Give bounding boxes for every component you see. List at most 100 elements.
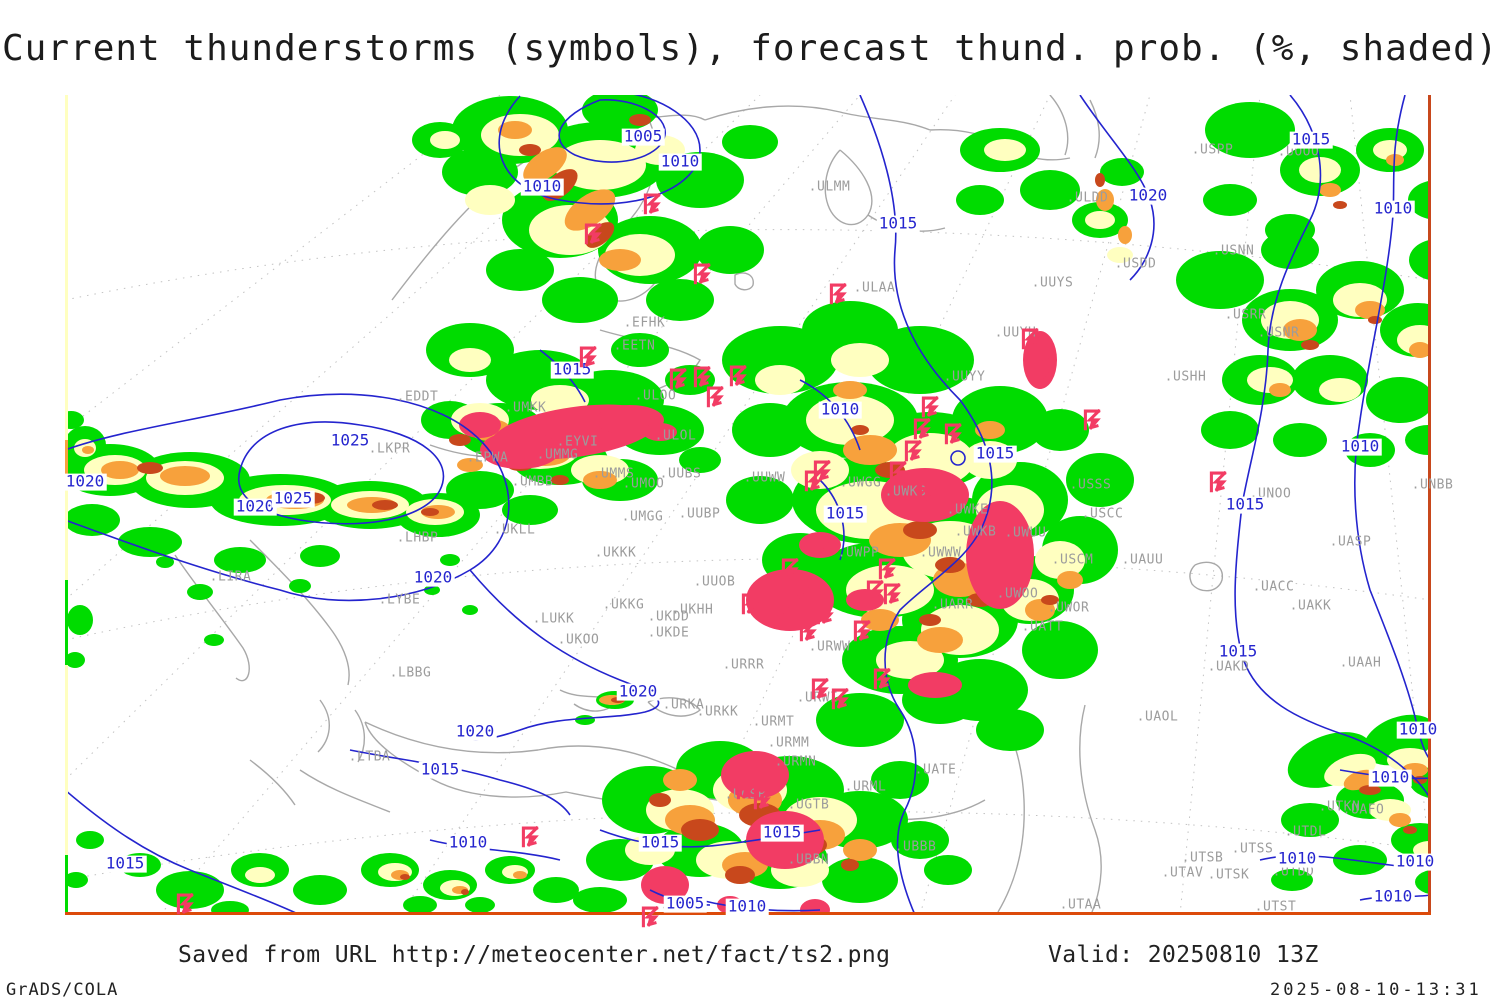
- pressure-label: 1010: [1338, 436, 1382, 456]
- probability-shading-blob: [919, 614, 941, 626]
- thunderstorm-symbol-icon: [174, 892, 196, 915]
- probability-shading-blob: [486, 249, 554, 291]
- thunderstorm-symbol-icon: [751, 787, 773, 810]
- station-label: .UUYY: [943, 369, 986, 385]
- probability-shading-blob: [533, 877, 579, 903]
- probability-shading-blob: [372, 500, 398, 510]
- probability-shading-blob: [975, 421, 1005, 439]
- probability-shading-blob: [1403, 826, 1417, 834]
- thunderstorm-symbol-icon: [519, 825, 541, 848]
- station-label: .USRR: [1224, 307, 1267, 323]
- pressure-label: 1020: [616, 681, 660, 701]
- probability-shading-blob: [1107, 247, 1133, 263]
- station-label: .ULDD: [1066, 190, 1109, 206]
- probability-shading-blob: [1066, 453, 1134, 507]
- station-label: .URML: [844, 779, 887, 795]
- station-label: .UUBS: [659, 466, 702, 482]
- probability-shading-blob: [137, 462, 163, 474]
- station-label: .UTSB: [1181, 850, 1224, 866]
- thunderstorm-symbol-icon: [919, 395, 941, 418]
- pressure-label: 1010: [1396, 719, 1440, 739]
- station-label: .ULOL: [654, 428, 697, 444]
- thunderstorm-symbol-icon: [851, 619, 873, 642]
- probability-shading-blob: [746, 569, 834, 631]
- probability-shading-blob: [187, 584, 213, 600]
- thunderstorm-symbol-icon: [641, 192, 663, 215]
- probability-shading-blob: [67, 605, 93, 635]
- thunderstorm-symbol-icon: [916, 479, 938, 502]
- probability-shading-blob: [1203, 184, 1257, 216]
- station-label: .UAAH: [1339, 655, 1382, 671]
- probability-shading-blob: [908, 672, 962, 698]
- station-label: .URKK: [696, 704, 739, 720]
- probability-shading-blob: [457, 458, 483, 472]
- probability-shading-blob: [214, 547, 266, 573]
- station-label: .EDDT: [396, 389, 439, 405]
- probability-shading-blob: [446, 471, 514, 509]
- probability-shading-blob: [1271, 869, 1313, 891]
- station-label: .USSS: [1069, 477, 1112, 493]
- station-label: .UTST: [1254, 899, 1297, 915]
- probability-shading-blob: [851, 425, 869, 435]
- probability-shading-blob: [465, 897, 495, 913]
- station-label: .UKKK: [594, 545, 637, 561]
- probability-shading-blob: [984, 139, 1026, 161]
- station-label: .UWOR: [1047, 600, 1090, 616]
- pressure-label: 1010: [725, 896, 769, 916]
- pressure-label: 1010: [658, 151, 702, 171]
- station-label: .UKDD: [647, 609, 690, 625]
- page-title: Current thunderstorms (symbols), forecas…: [2, 28, 1499, 69]
- probability-shading-blob: [442, 148, 518, 196]
- station-label: .UUBP: [678, 506, 721, 522]
- probability-shading-blob: [1409, 239, 1431, 281]
- probability-shading-blob: [502, 495, 558, 525]
- probability-shading-blob: [871, 761, 929, 799]
- probability-shading-blob: [1022, 621, 1098, 679]
- station-label: .USCM: [1051, 552, 1094, 568]
- probability-shading-blob: [421, 508, 439, 516]
- probability-shading-blob: [1020, 170, 1080, 210]
- probability-shading-blob: [65, 652, 85, 668]
- thunderstorm-symbol-icon: [881, 582, 903, 605]
- probability-shading-blob: [101, 461, 139, 479]
- probability-shading-blob: [449, 434, 471, 446]
- probability-shading-blob: [1413, 776, 1427, 784]
- probability-shading-blob: [300, 545, 340, 567]
- probability-shading-blob: [465, 185, 515, 215]
- station-label: .UUYS: [1031, 275, 1074, 291]
- probability-shading-blob: [82, 446, 94, 454]
- probability-shading-blob: [1269, 383, 1291, 397]
- probability-shading-blob: [1205, 102, 1295, 158]
- valid-time-text: Valid: 20250810 13Z: [1048, 942, 1319, 968]
- probability-shading-blob: [643, 423, 677, 441]
- probability-shading-blob: [575, 715, 595, 725]
- probability-shading-blob: [646, 279, 714, 321]
- probability-shading-blob: [160, 466, 210, 486]
- probability-shading-blob: [1333, 845, 1387, 875]
- probability-shading-blob: [866, 326, 974, 394]
- station-label: .UMGG: [621, 509, 664, 525]
- probability-shading-blob: [583, 471, 617, 489]
- pressure-label: 1015: [103, 853, 147, 873]
- probability-shading-blob: [1176, 251, 1264, 309]
- station-label: .UKKG: [602, 597, 645, 613]
- probability-shading-blob: [1283, 319, 1317, 341]
- probability-shading-blob: [681, 819, 719, 841]
- probability-shading-blob: [1415, 869, 1431, 895]
- probability-shading-blob: [1366, 377, 1431, 423]
- probability-shading-blob: [725, 866, 755, 884]
- station-label: .URKA: [662, 697, 705, 713]
- probability-shading-blob: [976, 709, 1044, 751]
- probability-shading-blob: [498, 121, 532, 139]
- pressure-label: 1020: [411, 567, 455, 587]
- probability-shading-blob: [1095, 173, 1105, 187]
- station-label: .UTDL: [1284, 824, 1327, 840]
- probability-shading-blob: [1319, 378, 1361, 402]
- station-label: .EPWA: [466, 450, 509, 466]
- probability-shading-blob: [480, 431, 560, 469]
- pressure-label: 1015: [760, 822, 804, 842]
- pressure-label: 1020: [63, 471, 107, 491]
- probability-shading-blob: [462, 605, 478, 615]
- probability-shading-blob: [1389, 813, 1411, 827]
- probability-shading-blob: [293, 875, 347, 905]
